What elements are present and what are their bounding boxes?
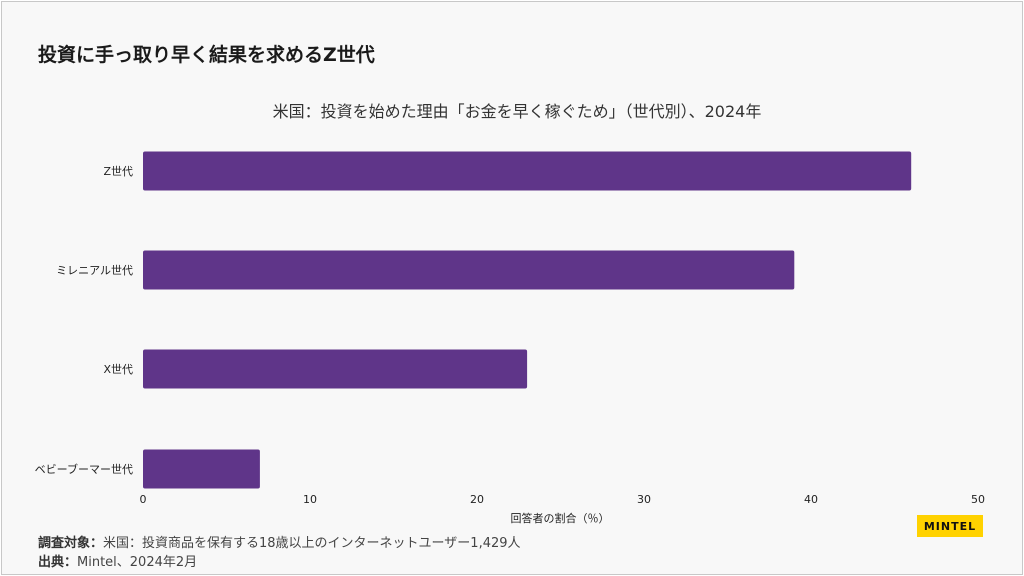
page-title: 投資に手っ取り早く結果を求めるZ世代 [38, 44, 375, 66]
x-tick-label: 20 [470, 493, 484, 506]
source-note: 出典：Mintel、2024年2月 [38, 551, 197, 570]
x-axis-label: 回答者の割合（％） [511, 511, 610, 525]
category-label: Z世代 [103, 165, 133, 178]
category-label: X世代 [103, 363, 133, 376]
x-tick-label: 30 [637, 493, 651, 506]
survey-note: 調査対象：米国：投資商品を保有する18歳以上のインターネットユーザー1,429人 [38, 532, 521, 551]
source-label: 出典： [38, 555, 78, 570]
source-text: Mintel、2024年2月 [77, 555, 198, 570]
category-label: ミレニアル世代 [56, 264, 133, 277]
x-tick-label: 50 [971, 493, 985, 506]
x-tick-label: 10 [303, 493, 317, 506]
x-tick-label: 0 [140, 493, 147, 506]
survey-label: 調査対象： [38, 536, 104, 551]
category-label: ベビーブーマー世代 [35, 462, 133, 476]
bar [143, 151, 912, 191]
bar [143, 349, 528, 389]
bar [143, 449, 260, 489]
survey-text: 米国：投資商品を保有する18歳以上のインターネットユーザー1,429人 [103, 536, 521, 551]
mintel-logo: MINTEL [917, 515, 983, 537]
bar [143, 250, 795, 290]
x-tick-label: 40 [804, 493, 818, 506]
chart-title: 米国：投資を始めた理由「お金を早く稼ぐため」（世代別）、2024年 [272, 102, 762, 121]
